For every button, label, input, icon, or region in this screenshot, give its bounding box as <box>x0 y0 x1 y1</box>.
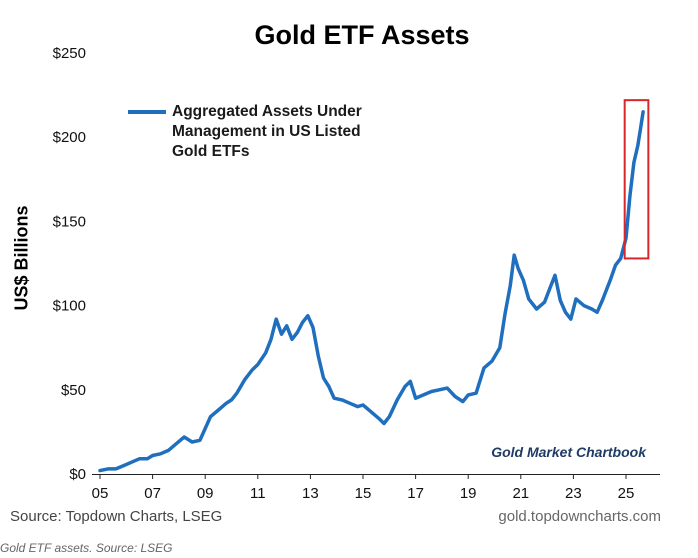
series-group <box>98 110 645 473</box>
highlight-box <box>623 99 650 260</box>
x-tick-label: 09 <box>197 485 214 502</box>
watermark: Gold Market Chartbook <box>491 444 646 460</box>
y-tick-label: $250 <box>53 45 86 62</box>
y-tick-label: $100 <box>53 298 86 315</box>
x-tick-label: 15 <box>355 485 372 502</box>
x-tick-labels: 05 07 09 11 13 15 17 19 21 23 25 <box>92 474 635 502</box>
highlight-group <box>623 99 650 260</box>
caption: Gold ETF assets. Source: LSEG <box>0 541 173 555</box>
y-tick-label: $200 <box>53 129 86 146</box>
x-tick-label: 25 <box>618 485 635 502</box>
chart-title: Gold ETF Assets <box>254 20 470 50</box>
y-tick-labels: $0 $50 $100 $150 $200 $250 <box>53 45 86 483</box>
x-tick-label: 07 <box>144 485 161 502</box>
y-tick-label: $0 <box>69 466 86 483</box>
x-tick-label: 05 <box>92 485 109 502</box>
x-tick-label: 19 <box>460 485 477 502</box>
x-tick-label: 13 <box>302 485 319 502</box>
x-tick-label: 17 <box>407 485 424 502</box>
series-line <box>98 110 645 473</box>
x-tick-label: 11 <box>250 485 266 502</box>
x-tick-label: 21 <box>512 485 529 502</box>
legend-swatch <box>128 110 166 114</box>
source-text: Source: Topdown Charts, LSEG <box>10 508 223 525</box>
y-tick-label: $150 <box>53 213 86 230</box>
x-tick-label: 23 <box>565 485 582 502</box>
y-tick-label: $50 <box>61 382 86 399</box>
legend-label: Aggregated Assets Under Management in US… <box>172 103 362 160</box>
source-url: gold.topdowncharts.com <box>498 508 661 525</box>
